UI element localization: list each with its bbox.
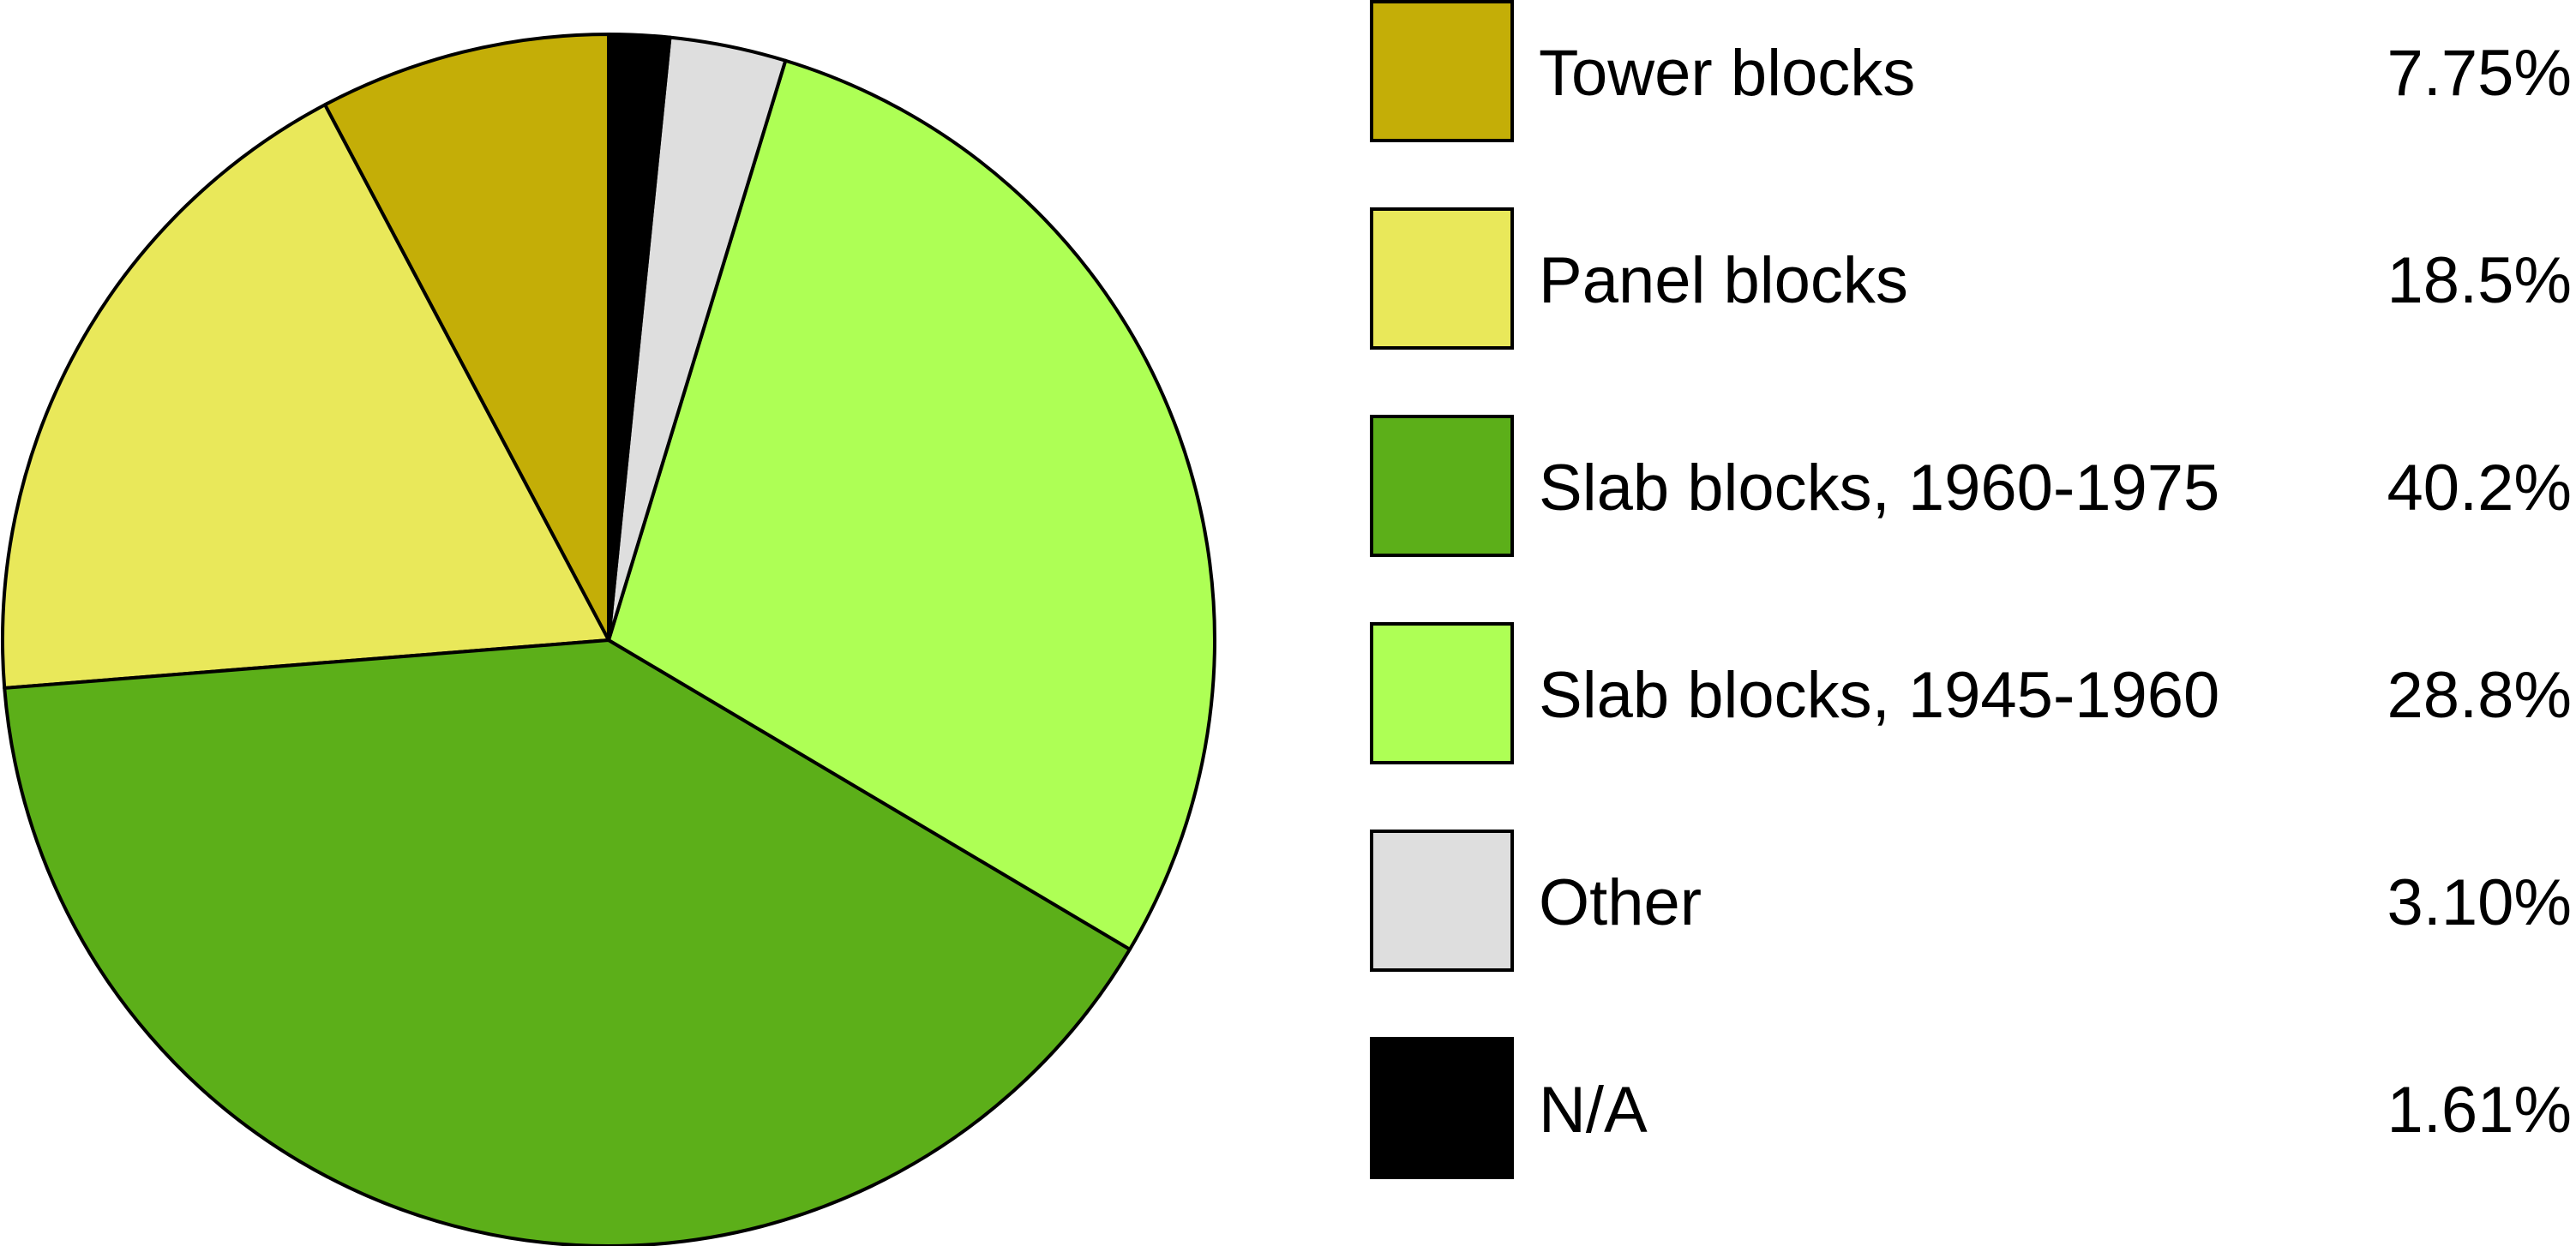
pie-slice-slab-blocks-1960-1975 xyxy=(3,638,1132,1246)
legend-label-slab-blocks-1945-1960: Slab blocks, 1945-1960 xyxy=(1539,659,2219,732)
legend-label-panel-blocks: Panel blocks xyxy=(1539,244,1908,317)
legend-label-slab-blocks-1960-1975: Slab blocks, 1960-1975 xyxy=(1539,452,2219,524)
legend-value-n-a: 1.61% xyxy=(2387,1074,2573,1147)
legend-value-other: 3.10% xyxy=(2387,866,2573,939)
pie-slice-slab-blocks-1945-1960 xyxy=(607,58,1216,951)
pie-slice-panel-blocks xyxy=(1,103,610,690)
legend-value-tower-blocks: 7.75% xyxy=(2387,37,2573,110)
pie-slice-tower-blocks xyxy=(323,33,610,642)
pie-slice-n-a xyxy=(607,33,672,642)
legend-swatch-panel-blocks xyxy=(1370,207,1514,350)
legend-swatch-n-a xyxy=(1370,1037,1514,1179)
legend-label-n-a: N/A xyxy=(1539,1074,1648,1147)
legend-label-tower-blocks: Tower blocks xyxy=(1539,37,1915,110)
legend-swatch-tower-blocks xyxy=(1370,0,1514,142)
pie-slices xyxy=(1,33,1216,1246)
legend: Tower blocks 7.75% Panel blocks 18.5% Slab b… xyxy=(1370,0,2573,1179)
legend-swatch-slab-blocks-1960-1975 xyxy=(1370,415,1514,557)
legend-value-slab-blocks-1960-1975: 40.2% xyxy=(2387,452,2573,524)
legend-label-other: Other xyxy=(1539,866,1702,939)
legend-swatch-other xyxy=(1370,830,1514,972)
legend-swatch-slab-blocks-1945-1960 xyxy=(1370,622,1514,764)
legend-value-panel-blocks: 18.5% xyxy=(2387,244,2573,317)
legend-value-slab-blocks-1945-1960: 28.8% xyxy=(2387,659,2573,732)
